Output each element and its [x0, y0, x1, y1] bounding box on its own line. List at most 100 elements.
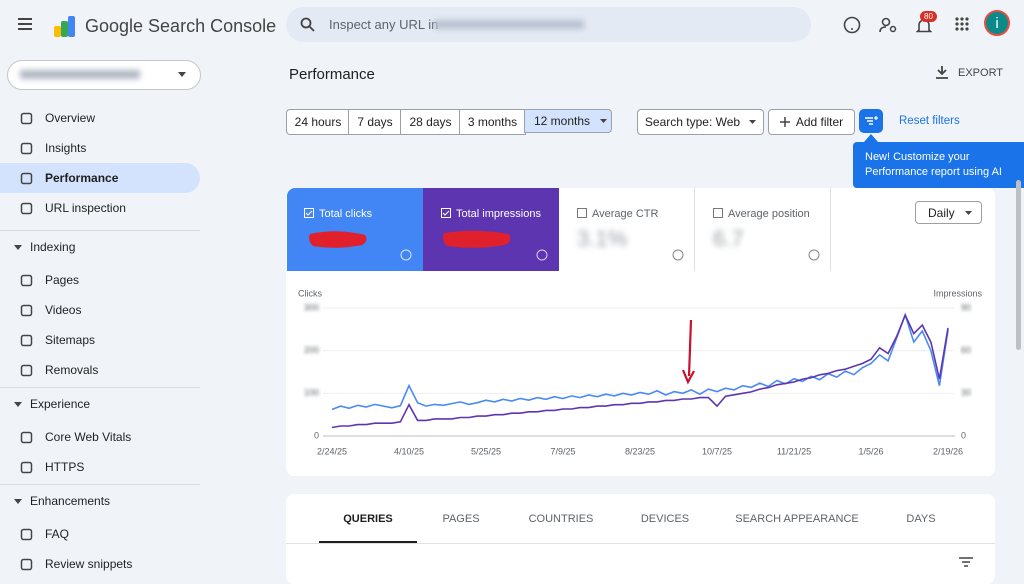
- tab[interactable]: QUERIES: [343, 513, 393, 525]
- range-button[interactable]: 3 months: [459, 109, 526, 135]
- tab[interactable]: SEARCH APPEARANCE: [735, 513, 859, 525]
- range-button-selected[interactable]: 12 months: [524, 109, 612, 133]
- nav-item[interactable]: Review snippets: [0, 549, 200, 579]
- x-tick-label: 1/5/26: [858, 446, 883, 456]
- y2-axis-title: Impressions: [933, 288, 982, 298]
- x-tick-label: 7/9/25: [550, 446, 575, 456]
- nav-label: HTTPS: [45, 460, 85, 474]
- tab[interactable]: COUNTRIES: [528, 513, 594, 525]
- dropdown-caret: [178, 72, 186, 77]
- redaction: [443, 230, 511, 248]
- y2-tick-label: 60: [961, 345, 971, 355]
- annotation-arrow: [681, 319, 695, 385]
- page-title: Performance: [289, 66, 375, 83]
- y2-tick-label: 0: [961, 430, 966, 440]
- section-caret: [14, 401, 22, 407]
- line-series: [331, 313, 949, 429]
- metric-impressions[interactable]: Total impressions: [423, 188, 559, 271]
- nav-item[interactable]: Insights: [0, 133, 200, 163]
- section-header[interactable]: Experience: [14, 397, 90, 411]
- redaction: [309, 231, 367, 248]
- nav-icon: [20, 334, 33, 346]
- granularity-select[interactable]: Daily: [915, 201, 982, 224]
- tab-divider: [286, 543, 995, 544]
- tab-indicator: [319, 541, 417, 543]
- plus-icon: [779, 117, 790, 127]
- nav-label: URL inspection: [45, 201, 126, 215]
- x-tick-label: 11/21/25: [777, 446, 811, 456]
- nav-item[interactable]: Removals: [0, 355, 200, 385]
- search-placeholder: Inspect any URL in: [329, 17, 439, 32]
- menu-icon[interactable]: [18, 17, 34, 31]
- nav-icon: [20, 202, 33, 214]
- section-caret: [14, 244, 22, 250]
- nav-item[interactable]: Videos: [0, 295, 200, 325]
- nav-icon: [20, 461, 33, 473]
- tab[interactable]: PAGES: [442, 513, 480, 525]
- apps-icon[interactable]: [955, 17, 969, 31]
- metric-label: Average CTR: [592, 208, 659, 220]
- nav-icon: [20, 528, 33, 540]
- x-tick-label: 2/24/25: [317, 446, 347, 456]
- scrollbar[interactable]: [1016, 180, 1021, 350]
- section-divider: [0, 387, 200, 388]
- ai-filter-button[interactable]: [859, 109, 883, 133]
- nav-label: Performance: [45, 171, 119, 185]
- section-header[interactable]: Enhancements: [14, 494, 110, 508]
- tab[interactable]: DEVICES: [640, 513, 690, 525]
- search-icon: [300, 17, 315, 32]
- nav-item[interactable]: HTTPS: [0, 452, 200, 482]
- nav-item[interactable]: Pages: [0, 265, 200, 295]
- export-button[interactable]: EXPORT: [958, 67, 1004, 79]
- metric-position[interactable]: Average position 6.7: [695, 188, 831, 271]
- nav-item[interactable]: URL inspection: [0, 193, 200, 223]
- x-tick-label: 10/7/25: [702, 446, 732, 456]
- nav-item[interactable]: Core Web Vitals: [0, 422, 200, 452]
- nav-label: Insights: [45, 141, 87, 155]
- range-button[interactable]: 24 hours: [286, 109, 350, 135]
- reset-filters[interactable]: Reset filters: [899, 115, 960, 127]
- section-header[interactable]: Indexing: [14, 240, 75, 254]
- tab[interactable]: DAYS: [906, 513, 936, 525]
- help-icon: [536, 249, 548, 261]
- checkbox: [441, 208, 451, 218]
- avatar[interactable]: i: [984, 10, 1010, 36]
- metric-clicks[interactable]: Total clicks: [287, 188, 423, 271]
- nav-item[interactable]: Performance: [0, 163, 200, 193]
- metric-ctr[interactable]: Average CTR 3.1%: [559, 188, 695, 271]
- tooltip-pointer: [864, 134, 878, 142]
- section-caret: [14, 498, 22, 504]
- help-icon: [672, 249, 684, 261]
- section-title: Enhancements: [30, 494, 111, 508]
- range-button[interactable]: 7 days: [348, 109, 402, 135]
- y2-tick-label: 90: [961, 302, 971, 312]
- y-tick-label: 0: [314, 430, 319, 440]
- nav-label: FAQ: [45, 527, 70, 541]
- help-icon[interactable]: [843, 16, 861, 34]
- search-bar[interactable]: Inspect any URL in: [286, 7, 811, 42]
- nav-label: Overview: [45, 111, 96, 125]
- nav-item[interactable]: Sitemaps: [0, 325, 200, 355]
- nav-icon: [20, 142, 33, 154]
- range-button[interactable]: 28 days: [400, 109, 461, 135]
- nav-label: Review snippets: [45, 557, 133, 571]
- metric-value: 3.1%: [577, 226, 628, 251]
- redacted-property: [20, 70, 140, 79]
- ai-tooltip[interactable]: New! Customize your Performance report u…: [853, 142, 1024, 188]
- users-icon[interactable]: [879, 16, 897, 34]
- nav-item[interactable]: Overview: [0, 103, 200, 133]
- nav-item[interactable]: FAQ: [0, 519, 200, 549]
- checkbox: [713, 208, 723, 218]
- nav-label: Sitemaps: [45, 333, 96, 347]
- table-filter-icon[interactable]: [959, 557, 973, 567]
- add-filter-button[interactable]: Add filter: [768, 109, 855, 135]
- search-type-button[interactable]: Search type: Web: [637, 109, 764, 135]
- property-selector[interactable]: [7, 60, 201, 90]
- nav-icon: [20, 172, 33, 184]
- x-tick-label: 4/10/25: [394, 446, 424, 456]
- y-tick-label: 200: [304, 345, 319, 355]
- x-tick-label: 8/23/25: [625, 446, 655, 456]
- y2-tick-label: 30: [961, 388, 971, 398]
- nav-icon: [20, 274, 33, 286]
- nav-icon: [20, 558, 33, 570]
